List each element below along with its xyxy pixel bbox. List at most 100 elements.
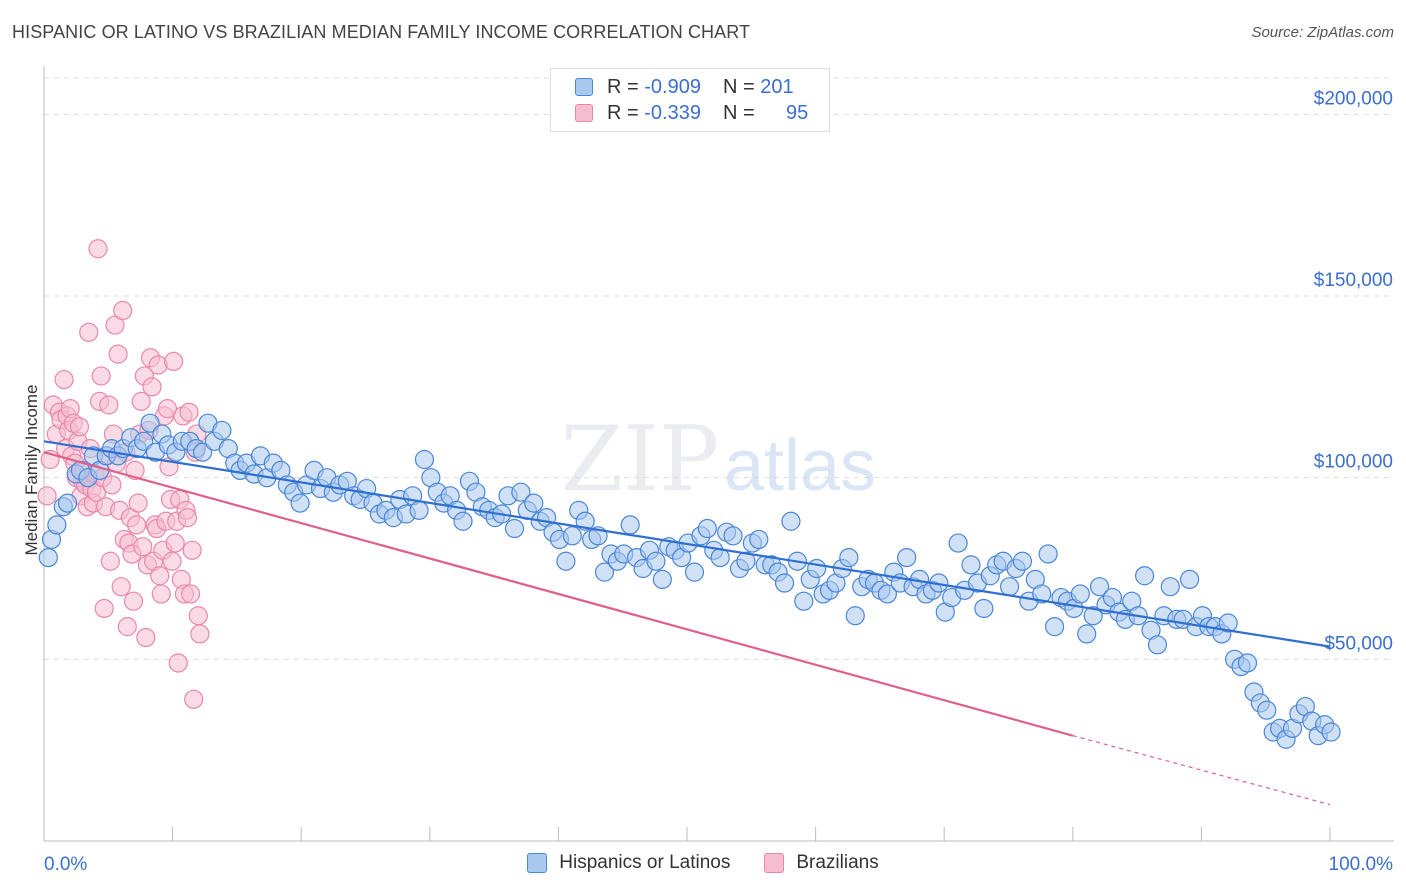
legend-r-label: R = [607, 101, 639, 124]
hispanics-point [1180, 569, 1200, 590]
hispanics-point [774, 573, 795, 593]
hispanics-point [1160, 577, 1180, 597]
brazilians-point [164, 351, 184, 371]
hispanics-point [290, 493, 310, 513]
tick-labels: $50,000 $100,000 $150,000 $200,000 0.0% 100.0… [44, 88, 1393, 875]
brazilians-point [123, 591, 144, 611]
brazilians-point [142, 377, 162, 397]
brazilians-point [100, 551, 120, 571]
brazilians-point [37, 486, 57, 506]
hispanics-point [736, 551, 756, 571]
hispanics-point [723, 526, 743, 546]
legend-n-label: N = [722, 75, 755, 98]
hispanics-point [1012, 551, 1033, 571]
brazilians-point [157, 399, 178, 419]
hispanics-point [620, 515, 640, 535]
hispanics-point [877, 584, 898, 604]
watermark: ZIP atlas [561, 407, 876, 512]
hispanics-point [1089, 577, 1110, 597]
y-tick-label: $150,000 [1314, 270, 1393, 291]
legend-swatch-brazilians [764, 853, 785, 873]
source-label: Source: ZipAtlas.com [1251, 24, 1394, 41]
hispanics-point [504, 518, 525, 539]
hispanics-point [652, 569, 672, 590]
brazilians-point [111, 577, 131, 597]
brazilians-point [79, 322, 99, 342]
legend-swatch-hispanics [527, 853, 548, 873]
hispanics-point [212, 420, 232, 441]
brazilians-point [162, 551, 182, 571]
hispanics-point [193, 442, 213, 462]
hispanics-point [697, 518, 717, 539]
x-tick-label-end: 100.0% [1329, 854, 1394, 875]
y-axis-label: Median Family Income [22, 384, 41, 556]
brazilians-point [177, 508, 198, 528]
brazilians-point [113, 300, 133, 321]
legend-swatch-brazilians [575, 104, 593, 122]
watermark-atlas: atlas [724, 426, 876, 506]
hispanics-point [47, 515, 67, 535]
hispanics-point [556, 551, 576, 571]
brazilians-point [133, 537, 153, 557]
legend-r-value: -0.909 [644, 75, 701, 98]
legend-row-brazilians: R = -0.339 N = 95 [575, 101, 808, 125]
hispanics-point [414, 449, 435, 470]
hispanics-points [38, 413, 1341, 749]
hispanics-point [57, 493, 78, 513]
x-tick-label-start: 0.0% [44, 854, 87, 875]
hispanics-point [807, 558, 827, 579]
brazilians-point [190, 624, 210, 644]
hispanics-point [562, 526, 582, 546]
legend-item-brazilians[interactable]: Brazilians [764, 852, 879, 874]
hispanics-point [38, 547, 58, 568]
brazilians-point [91, 366, 111, 386]
brazilians-point [131, 391, 151, 411]
hispanics-point [999, 577, 1020, 597]
hispanics-point [1044, 617, 1065, 637]
hispanics-point [511, 482, 531, 502]
hispanics-point [1147, 635, 1168, 655]
brazilians-point [165, 533, 185, 553]
brazilians-trendline [43, 451, 1074, 737]
hispanics-point [684, 562, 705, 582]
legend-swatch-hispanics [575, 78, 593, 96]
series-legend: Hispanics or Latinos Brazilians [0, 852, 1406, 874]
brazilians-point [182, 540, 202, 560]
hispanics-point [749, 529, 769, 550]
hispanics-trendline [43, 440, 1331, 648]
hispanics-point [594, 562, 615, 582]
hispanics-point [646, 551, 666, 571]
hispanics-point [575, 511, 595, 531]
hispanics-point [839, 547, 859, 568]
y-tick-label: $50,000 [1324, 633, 1393, 654]
hispanics-point [140, 413, 160, 433]
hispanics-point [948, 533, 968, 553]
brazilians-point [184, 689, 204, 709]
hispanics-point [134, 431, 154, 451]
legend-label-hispanics: Hispanics or Latinos [559, 852, 731, 873]
brazilians-point [88, 239, 108, 259]
hispanics-point [794, 591, 814, 611]
hispanics-point [1218, 613, 1238, 633]
brazilians-point [54, 369, 74, 390]
brazilians-point [125, 460, 145, 480]
brazilians-point [179, 402, 199, 422]
legend-n-label: N = [722, 101, 755, 124]
brazilians-point [99, 395, 119, 415]
brazilians-point [117, 617, 137, 637]
legend-row-hispanics: R = -0.909 N = 201 [575, 75, 794, 99]
stats-legend: R = -0.909 N = 201 R = -0.339 N = 95 [550, 68, 830, 132]
brazilians-point [188, 606, 208, 626]
hispanics-point [1321, 722, 1341, 742]
hispanics-point [1070, 584, 1090, 604]
hispanics-point [1077, 624, 1097, 644]
brazilians-point [151, 584, 171, 604]
legend-r-label: R = [607, 75, 639, 98]
legend-item-hispanics[interactable]: Hispanics or Latinos [527, 852, 730, 874]
hispanics-point [409, 500, 429, 520]
hispanics-point [1032, 584, 1052, 604]
brazilians-points [37, 239, 210, 709]
chart-title: HISPANIC OR LATINO VS BRAZILIAN MEDIAN F… [12, 22, 751, 42]
brazilians-point [108, 344, 128, 364]
hispanics-point [845, 606, 865, 626]
